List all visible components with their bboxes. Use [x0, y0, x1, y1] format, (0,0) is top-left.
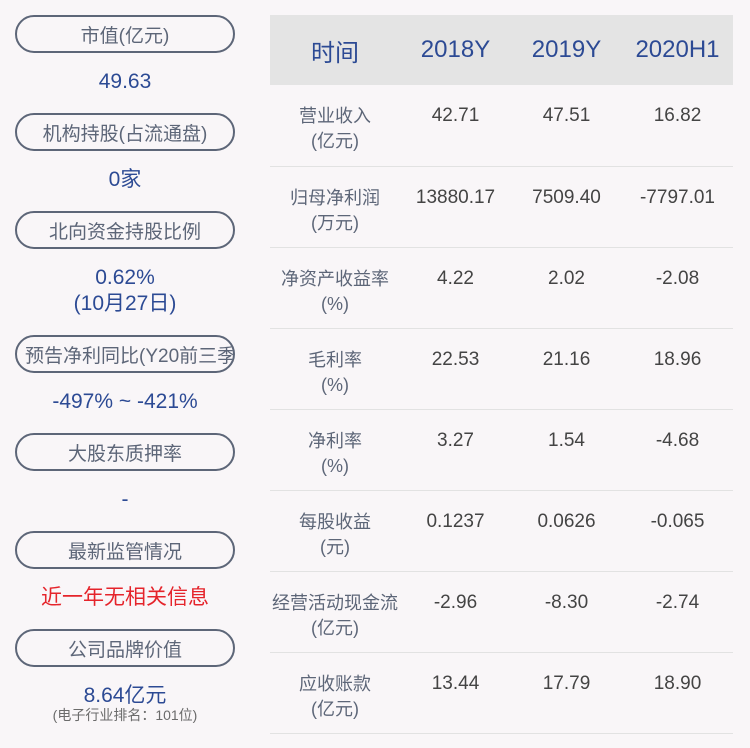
header-2020h1: 2020H1: [622, 15, 733, 85]
table-row: 归母净利润 (万元) 13880.17 7509.40 -7797.01: [270, 166, 733, 248]
row-label: 营业收入 (亿元): [270, 85, 400, 167]
pledge-ratio-value: -: [121, 488, 129, 511]
row-label: 净利率 (%): [270, 409, 400, 491]
row-label: 应收账款 (亿元): [270, 652, 400, 734]
header-time: 时间: [270, 15, 400, 85]
cell-value: -4.68: [622, 409, 733, 491]
row-label-unit: (%): [321, 455, 349, 476]
cell-value: 13880.17: [400, 166, 511, 248]
cell-value: 17.79: [511, 652, 622, 734]
cell-value: 18.96: [622, 328, 733, 410]
cell-value: -2.96: [400, 571, 511, 653]
row-label: 每股收益 (元): [270, 490, 400, 572]
table-row: 净利率 (%) 3.27 1.54 -4.68: [270, 409, 733, 491]
cell-value: 18.90: [622, 652, 733, 734]
market-cap-value: 49.63: [98, 70, 152, 93]
header-2018: 2018Y: [400, 15, 511, 85]
brand-rank-note: (电子行业排名：101位): [52, 707, 198, 723]
row-label-name: 毛利率: [308, 349, 362, 370]
cell-value: -7797.01: [622, 166, 733, 248]
row-label-unit: (亿元): [311, 617, 359, 638]
row-label-unit: (%): [321, 374, 349, 395]
row-label: 毛利率 (%): [270, 328, 400, 410]
table-row: 毛利率 (%) 22.53 21.16 18.96: [270, 328, 733, 410]
cell-value: -2.74: [622, 571, 733, 653]
cell-value: 2.02: [511, 247, 622, 329]
regulatory-status-value: 近一年无相关信息: [41, 586, 209, 609]
cell-value: 4.22: [400, 247, 511, 329]
header-2019: 2019Y: [511, 15, 622, 85]
row-label-name: 营业收入: [299, 106, 371, 126]
financial-table: 时间 2018Y 2019Y 2020H1 营业收入 (亿元) 42.71 47.51…: [270, 15, 733, 734]
row-label-name: 经营活动现金流: [272, 592, 398, 613]
row-label: 归母净利润 (万元): [270, 166, 400, 248]
northbound-ratio-value: 0.62%: [95, 266, 155, 289]
pill-pledge-ratio: 大股东质押率: [15, 433, 235, 471]
row-label-name: 净资产收益率: [281, 268, 389, 289]
northbound-ratio-date: (10月27日): [73, 292, 177, 315]
cell-value: -0.065: [622, 490, 733, 572]
row-label-name: 应收账款: [299, 673, 371, 694]
table-row: 净资产收益率 (%) 4.22 2.02 -2.08: [270, 247, 733, 329]
brand-value: 8.64亿元: [83, 684, 167, 707]
institutional-holdings-value: 0家: [108, 168, 142, 191]
cell-value: 0.0626: [511, 490, 622, 572]
row-label: 净资产收益率 (%): [270, 247, 400, 329]
row-label-name: 归母净利润: [290, 187, 380, 208]
forecast-profit-value: -497% ~ -421%: [52, 390, 198, 413]
cell-value: 42.71: [400, 85, 511, 167]
cell-value: -2.08: [622, 247, 733, 329]
table-row: 经营活动现金流 (亿元) -2.96 -8.30 -2.74: [270, 571, 733, 653]
table-row: 应收账款 (亿元) 13.44 17.79 18.90: [270, 652, 733, 734]
cell-value: 0.1237: [400, 490, 511, 572]
row-label-unit: (%): [321, 293, 349, 314]
row-label-unit: (亿元): [311, 131, 359, 151]
cell-value: -8.30: [511, 571, 622, 653]
cell-value: 21.16: [511, 328, 622, 410]
pill-market-cap: 市值(亿元): [15, 15, 235, 53]
pill-forecast-profit: 预告净利同比(Y20前三季: [15, 335, 235, 373]
row-label-unit: (亿元): [311, 698, 359, 719]
pill-institutional-holdings: 机构持股(占流通盘): [15, 113, 235, 151]
table-row: 每股收益 (元) 0.1237 0.0626 -0.065: [270, 490, 733, 572]
row-label: 经营活动现金流 (亿元): [270, 571, 400, 653]
cell-value: 13.44: [400, 652, 511, 734]
cell-value: 22.53: [400, 328, 511, 410]
cell-value: 16.82: [622, 85, 733, 167]
row-label-unit: (元): [320, 536, 350, 557]
table-row: 营业收入 (亿元) 42.71 47.51 16.82: [270, 85, 733, 167]
pill-brand-value: 公司品牌价值: [15, 629, 235, 667]
table-header: 时间 2018Y 2019Y 2020H1: [270, 15, 733, 85]
row-label-name: 净利率: [308, 430, 362, 451]
pill-regulatory-status: 最新监管情况: [15, 531, 235, 569]
row-label-unit: (万元): [311, 212, 359, 233]
cell-value: 1.54: [511, 409, 622, 491]
cell-value: 3.27: [400, 409, 511, 491]
cell-value: 47.51: [511, 85, 622, 167]
pill-northbound-ratio: 北向资金持股比例: [15, 211, 235, 249]
cell-value: 7509.40: [511, 166, 622, 248]
row-label-name: 每股收益: [299, 511, 371, 532]
